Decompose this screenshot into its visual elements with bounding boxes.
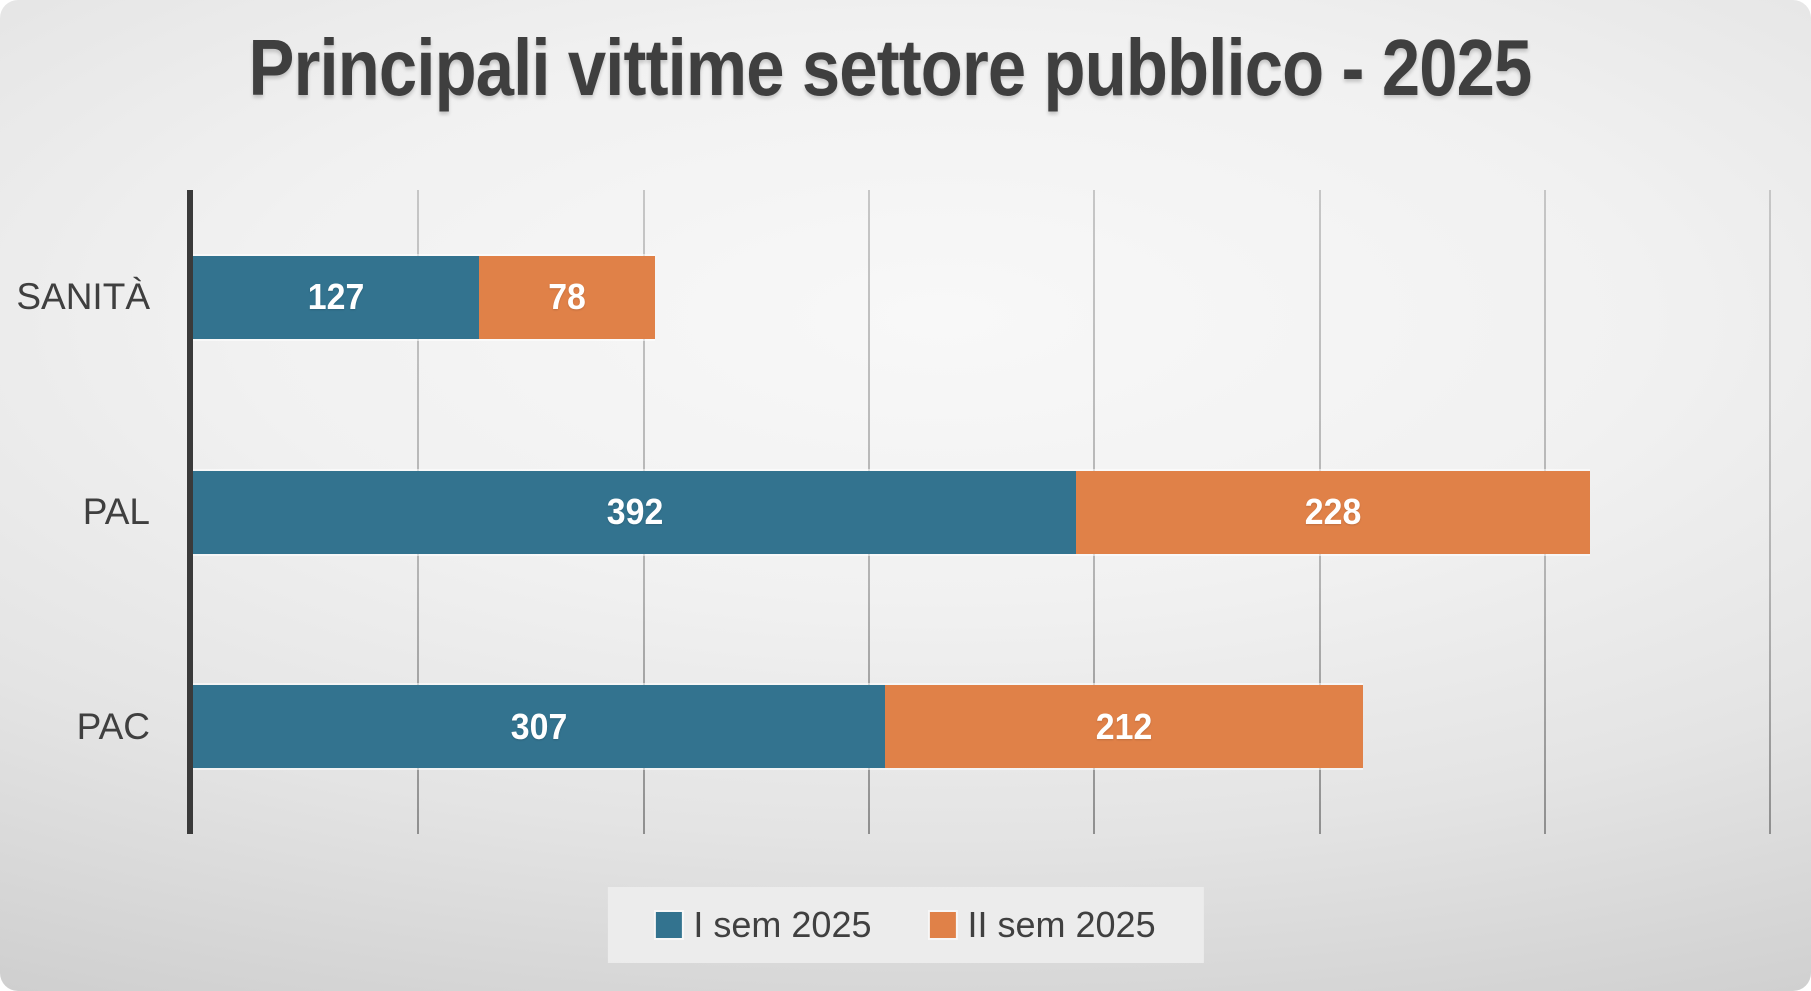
bar-segment-sanità-serie2: 78: [479, 255, 655, 339]
legend-swatch-icon: [655, 912, 682, 938]
category-label-pal: PAL: [82, 491, 150, 532]
category-label-sanità: SANITÀ: [16, 276, 150, 318]
value-label: 392: [606, 491, 663, 532]
bar-segment-sanità-serie1: 127: [193, 255, 480, 339]
legend: I sem 2025 II sem 2025: [607, 887, 1204, 963]
gridline-700: [1769, 190, 1772, 834]
bar-segment-pal-serie2: 228: [1076, 470, 1591, 554]
bar-row-pal: 392 228: [193, 470, 1591, 554]
chart-title: Principali vittime settore pubblico - 20…: [248, 23, 1533, 112]
value-label: 78: [548, 276, 586, 318]
legend-item-serie2: II sem 2025: [929, 904, 1156, 946]
value-label: 127: [307, 276, 365, 318]
bar-row-pac: 307 212: [193, 685, 1363, 769]
value-label: 212: [1095, 705, 1152, 747]
value-label: 307: [510, 705, 568, 747]
legend-label: II sem 2025: [967, 904, 1156, 945]
bar-row-sanità: 127 78: [193, 255, 655, 339]
bar-segment-pac-serie1: 307: [193, 685, 885, 769]
category-label-pac: PAC: [76, 705, 150, 747]
plot-area: 127 78 392 228 307 212: [193, 190, 1793, 834]
y-axis-line: [187, 190, 193, 834]
legend-swatch-icon: [929, 912, 956, 938]
legend-item-serie1: I sem 2025: [655, 904, 872, 946]
legend-label: I sem 2025: [693, 904, 872, 945]
bar-segment-pac-serie2: 212: [884, 685, 1363, 769]
bar-segment-pal-serie1: 392: [193, 470, 1077, 554]
value-label: 228: [1305, 491, 1362, 532]
